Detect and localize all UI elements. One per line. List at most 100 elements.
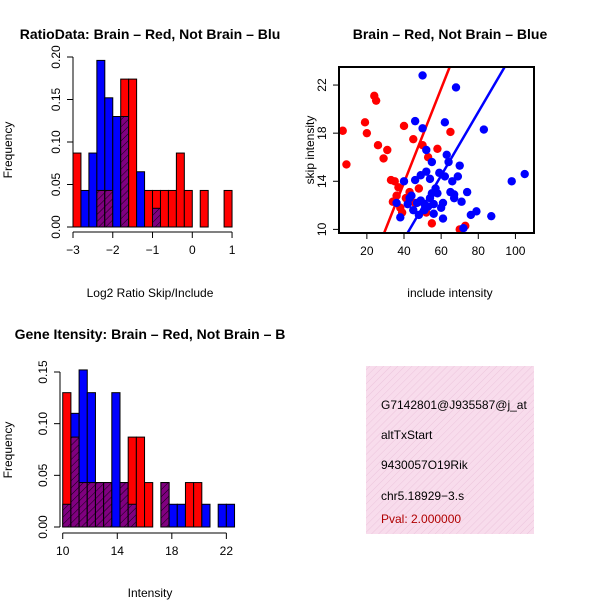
scatter-point (462, 187, 472, 197)
x-tick-label: 18 (165, 544, 179, 558)
overlap-hatch (120, 116, 129, 227)
overlap-hatch (152, 208, 161, 227)
histogram-bar (193, 482, 203, 528)
histogram-bar (128, 78, 138, 228)
overlap-hatch (128, 504, 137, 527)
x-tick-label: −3 (66, 243, 80, 257)
histogram-bar (72, 152, 82, 228)
scatter-point (427, 219, 437, 228)
x-tick-label: 60 (434, 244, 448, 258)
intensity-histogram: Gene Itensity: Brain – Red, Not Brain – … (1, 326, 285, 600)
scatter-point (451, 83, 461, 92)
scatter-point (455, 161, 464, 170)
histogram-bar (184, 482, 195, 528)
y-tick-label: 0.00 (49, 215, 63, 239)
histogram-bar (80, 189, 90, 228)
overlap-hatch (120, 482, 129, 527)
x-tick-label: 0 (189, 243, 196, 257)
histogram-bar (217, 503, 227, 528)
scatter-point (446, 127, 455, 137)
scatter-point (453, 172, 463, 181)
histogram-bar (199, 189, 209, 228)
overlap-hatch (62, 504, 71, 527)
scatter-point (438, 198, 448, 208)
scatter-point (422, 167, 431, 176)
scatter-point (383, 145, 392, 155)
intensity-histogram-title: Gene Itensity: Brain – Red, Not Brain – … (15, 326, 286, 342)
histogram-bar (225, 503, 236, 528)
y-tick-label: 0.05 (49, 172, 63, 196)
scatter-ylabel: skip intensity (303, 116, 317, 185)
scatter-point (409, 134, 418, 144)
histogram-bar (144, 189, 154, 228)
x-tick-label: 20 (360, 244, 374, 258)
scatter-point (427, 157, 437, 167)
histogram-bar (135, 436, 146, 528)
scatter-point (449, 190, 459, 199)
scatter-point (422, 145, 431, 155)
scatter-point (433, 144, 442, 153)
scatter-point (414, 184, 424, 193)
info-probe-id: G7142801@J935587@j_at (381, 398, 527, 412)
histogram-bar (167, 189, 177, 228)
info-location: chr5.18929−3.s (381, 489, 464, 503)
overlap-hatch (103, 482, 112, 527)
scatter-title: Brain – Red, Not Brain – Blue (353, 26, 548, 42)
ratio-axes: 0.00 0.05 0.10 0.15 0.20 −3 −2 −1 0 1 (49, 45, 236, 257)
info-panel-background (366, 366, 534, 534)
scatter-point (399, 177, 409, 186)
scatter-point (429, 199, 438, 209)
x-tick-label: 100 (505, 244, 525, 258)
y-tick-label: 0.05 (36, 463, 50, 487)
histogram-bar (168, 503, 178, 528)
overlap-hatch (160, 482, 170, 527)
ratio-histogram-xlabel: Log2 Ratio Skip/Include (87, 286, 214, 300)
y-tick-label: 0.10 (49, 130, 63, 154)
ratio-histogram-ylabel: Frequency (1, 122, 15, 179)
histogram-bar (201, 503, 211, 528)
x-tick-label: 10 (56, 544, 70, 558)
info-event-type: altTxStart (381, 428, 433, 442)
overlap-hatch (96, 190, 105, 227)
scatter-point (399, 121, 409, 131)
scatter-point (438, 214, 448, 223)
ratio-histogram-title: RatioData: Brain – Red, Not Brain – Blu (20, 26, 281, 42)
scatter-point (472, 207, 481, 216)
y-tick-label: 14 (315, 174, 329, 188)
x-tick-label: 1 (229, 243, 236, 257)
scatter-axes: 10 14 18 22 20 40 60 80 100 (315, 66, 535, 258)
info-panel: G7142801@J935587@j_at altTxStart 9430057… (366, 366, 534, 534)
scatter-point (418, 124, 427, 133)
scatter-point (362, 128, 372, 138)
scatter-point (396, 213, 405, 222)
ratio-histogram: RatioData: Brain – Red, Not Brain – Blu … (1, 26, 280, 300)
scatter-point (360, 118, 370, 127)
histogram-bar (112, 116, 122, 228)
x-tick-label: −1 (146, 243, 160, 257)
histogram-bar (88, 152, 98, 228)
overlap-hatch (104, 190, 113, 227)
histogram-bar (144, 482, 154, 528)
overlap-hatch (95, 482, 104, 527)
histogram-bar (136, 171, 146, 228)
intensity-bars (62, 369, 236, 528)
intensity-scatter: Brain – Red, Not Brain – Blue 10 14 18 22 20… (303, 26, 547, 300)
scatter-point (440, 118, 450, 127)
plot-frame (338, 66, 535, 234)
scatter-point (338, 126, 347, 135)
x-tick-label: −2 (106, 243, 120, 257)
histogram-bar (111, 392, 121, 528)
y-tick-label: 0.15 (36, 360, 50, 384)
scatter-points (338, 66, 529, 234)
histogram-bar (183, 189, 193, 228)
histogram-bar (159, 189, 169, 228)
scatter-point (433, 189, 442, 198)
x-tick-label: 40 (397, 244, 411, 258)
scatter-point (459, 223, 468, 233)
overlap-hatch (79, 482, 88, 527)
overlap-hatch (70, 437, 80, 527)
scatter-point (418, 71, 427, 80)
fit-line (406, 66, 506, 234)
scatter-point (409, 205, 418, 215)
